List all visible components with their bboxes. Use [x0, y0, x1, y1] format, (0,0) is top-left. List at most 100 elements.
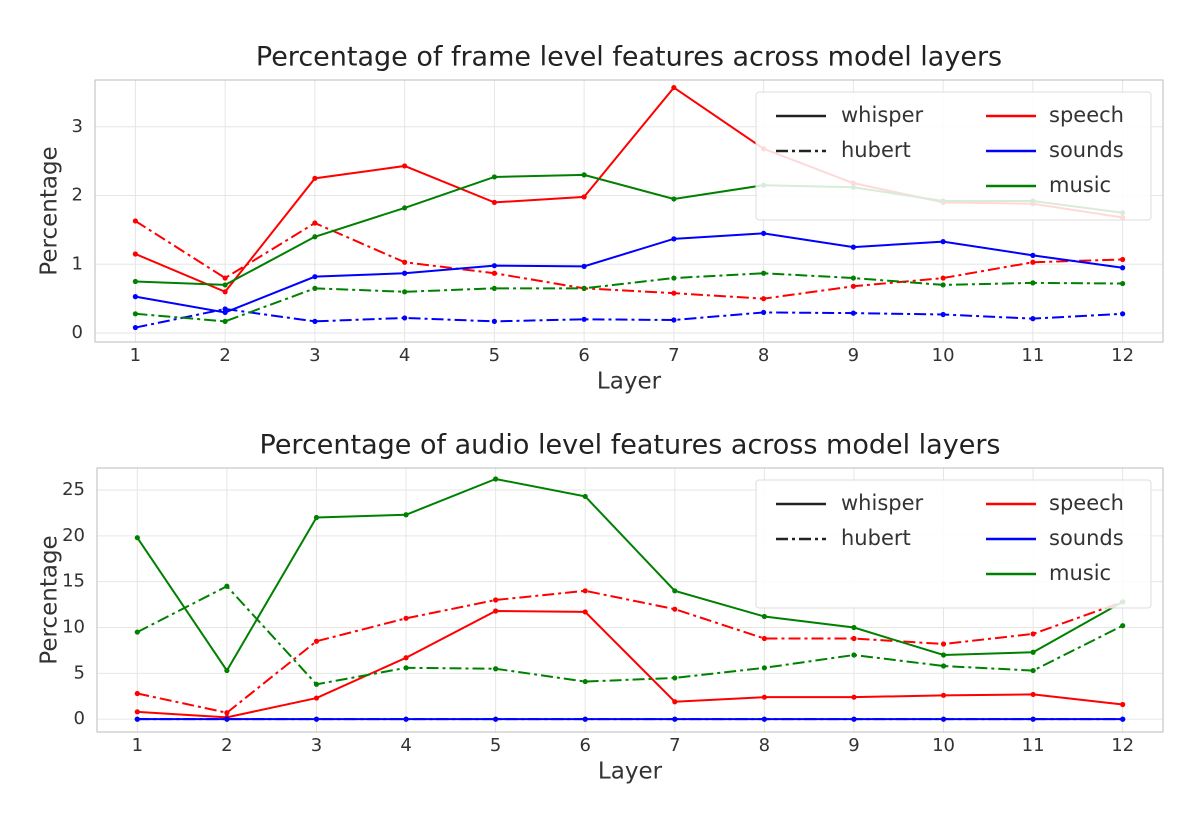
data-point	[582, 678, 588, 685]
y-axis-label: Percentage	[37, 535, 63, 664]
data-point	[1120, 265, 1126, 271]
series-line	[137, 589, 1124, 714]
data-point	[402, 163, 408, 169]
data-point	[672, 606, 678, 612]
data-point	[1030, 316, 1036, 322]
data-point	[761, 613, 767, 620]
x-tick-label: 3	[311, 735, 322, 756]
data-point	[672, 588, 678, 594]
data-point	[850, 283, 856, 289]
data-point	[132, 324, 138, 331]
data-point	[222, 282, 228, 288]
legend-label: speech	[1049, 491, 1124, 515]
data-point	[671, 290, 677, 296]
legend-label: hubert	[841, 526, 911, 550]
data-point	[222, 318, 228, 324]
series-line	[137, 609, 1123, 719]
data-point	[132, 278, 138, 285]
data-point	[582, 609, 588, 615]
data-point	[403, 716, 409, 722]
data-point	[313, 514, 320, 521]
data-point	[134, 535, 140, 541]
data-point	[493, 476, 499, 482]
data-point	[402, 259, 408, 265]
data-point	[1030, 649, 1036, 655]
data-point	[222, 289, 228, 295]
data-point	[940, 716, 947, 722]
data-point	[851, 635, 857, 642]
data-point	[312, 274, 318, 280]
data-point	[940, 663, 947, 669]
data-point	[132, 294, 138, 300]
x-axis-label: Layer	[597, 369, 662, 395]
data-point	[491, 174, 497, 180]
data-point	[1030, 280, 1036, 286]
data-point	[671, 236, 677, 242]
series-line	[134, 220, 1123, 300]
legend-label: music	[1049, 173, 1111, 197]
data-point	[940, 239, 946, 245]
data-point	[581, 172, 587, 178]
data-point	[222, 306, 228, 312]
data-point	[672, 716, 678, 722]
data-point	[581, 194, 587, 200]
data-point	[761, 694, 767, 700]
x-tick-label: 9	[848, 345, 859, 366]
data-point	[850, 310, 856, 316]
data-point	[761, 270, 767, 276]
data-point	[134, 709, 140, 715]
x-tick-label: 7	[669, 735, 680, 756]
data-point	[761, 230, 767, 236]
data-point	[1030, 259, 1036, 265]
data-point	[672, 675, 678, 681]
data-point	[940, 641, 947, 647]
data-point	[851, 624, 857, 631]
data-point	[581, 316, 587, 322]
data-point	[940, 311, 946, 318]
subplot: Percentage of frame level features acros…	[37, 42, 1164, 395]
y-tick-label: 0	[72, 322, 83, 343]
x-tick-label: 3	[309, 345, 320, 366]
data-point	[672, 699, 678, 705]
data-point	[132, 251, 138, 257]
chart-title: Percentage of audio level features acros…	[260, 430, 1001, 461]
data-point	[403, 615, 409, 621]
x-tick-label: 4	[400, 735, 411, 756]
data-point	[940, 275, 946, 281]
x-tick-label: 9	[848, 735, 859, 756]
data-point	[1120, 623, 1126, 629]
data-point	[402, 315, 408, 321]
x-tick-label: 10	[932, 345, 955, 366]
data-point	[134, 716, 140, 722]
data-point	[491, 199, 497, 206]
x-tick-label: 1	[132, 735, 143, 756]
y-tick-label: 0	[74, 708, 85, 729]
x-tick-label: 1	[130, 345, 141, 366]
data-point	[851, 652, 857, 658]
data-point	[1030, 667, 1036, 674]
x-tick-label: 11	[1022, 735, 1045, 756]
data-point	[312, 220, 318, 226]
data-point	[312, 318, 318, 324]
data-point	[671, 84, 677, 91]
data-point	[851, 694, 857, 700]
legend-label: sounds	[1049, 526, 1124, 550]
y-tick-label: 2	[72, 185, 83, 206]
x-tick-label: 7	[668, 345, 679, 366]
data-point	[761, 665, 767, 671]
data-point	[581, 263, 587, 269]
legend-label: sounds	[1049, 138, 1124, 162]
data-point	[761, 309, 767, 316]
data-point	[1120, 256, 1126, 263]
subplot: Percentage of audio level features acros…	[37, 430, 1164, 785]
data-point	[224, 583, 230, 589]
x-tick-label: 8	[758, 345, 769, 366]
data-point	[851, 716, 857, 722]
data-point	[1120, 701, 1126, 708]
x-tick-label: 4	[399, 345, 410, 366]
data-point	[493, 716, 499, 722]
data-point	[402, 205, 408, 211]
data-point	[312, 234, 318, 240]
legend-label: whisper	[841, 491, 924, 515]
legend-label: speech	[1049, 103, 1124, 127]
